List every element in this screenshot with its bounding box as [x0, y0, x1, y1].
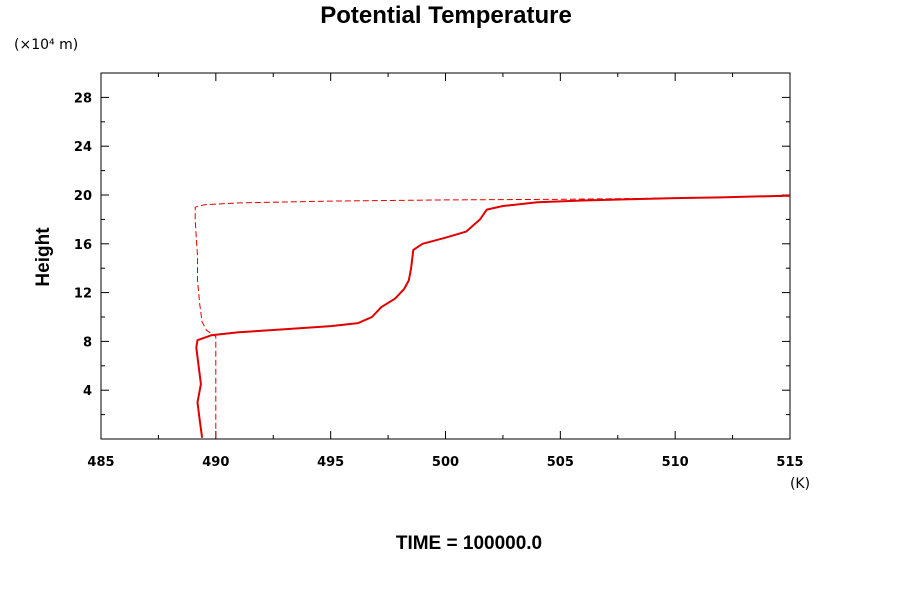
chart-title: Potential Temperature	[320, 2, 572, 29]
y-tick-label: 24	[74, 140, 92, 155]
x-tick-label: 495	[317, 455, 344, 470]
x-tick-label: 505	[547, 455, 574, 470]
y-tick-label: 16	[74, 238, 92, 253]
plot-frame	[100, 72, 791, 440]
y-tick-label: 8	[83, 335, 92, 350]
x-tick-label: 485	[87, 455, 114, 470]
y-tick-label: 12	[74, 287, 92, 302]
x-axis: 485 490 495 500 505 510 515	[87, 73, 804, 470]
solid-profile-line	[195, 194, 791, 438]
x-axis-units: (K)	[790, 476, 810, 492]
y-axis: 4 8 12 16 20 24 28	[74, 91, 790, 416]
y-axis-label: Height	[33, 227, 54, 287]
y-axis-units: (×10⁴ m)	[14, 37, 78, 53]
series-layer	[194, 194, 791, 438]
x-tick-label: 500	[432, 455, 459, 470]
y-tick-label: 28	[74, 91, 92, 106]
time-label: TIME = 100000.0	[396, 533, 542, 554]
x-tick-label: 510	[662, 455, 689, 470]
y-tick-label: 4	[83, 384, 92, 399]
x-tick-label: 490	[202, 455, 229, 470]
y-tick-label: 20	[74, 189, 92, 204]
x-tick-label: 515	[776, 455, 803, 470]
dashed-profile-line	[194, 195, 791, 438]
